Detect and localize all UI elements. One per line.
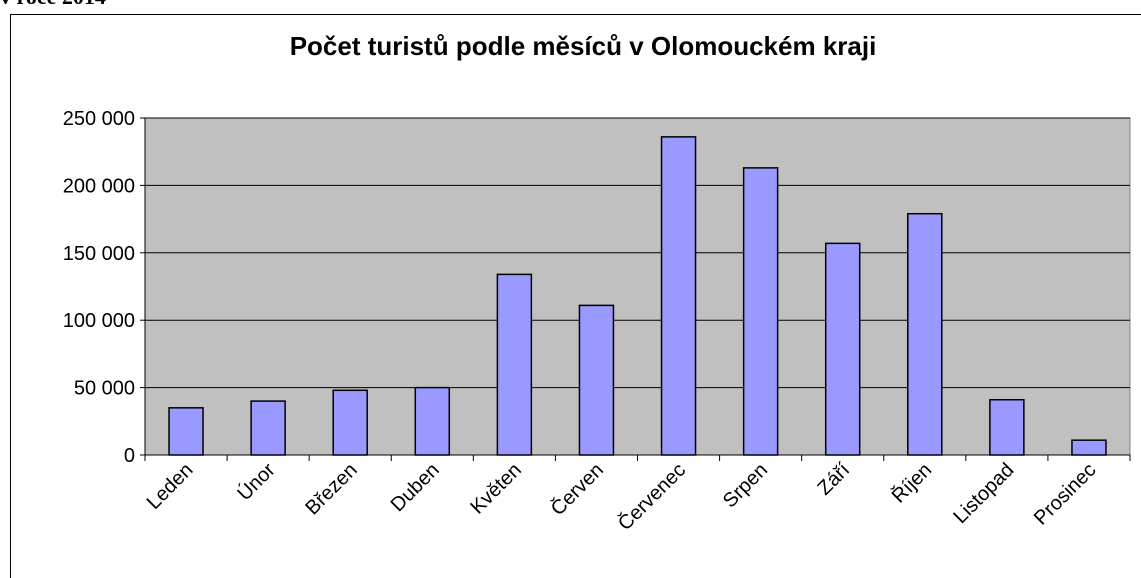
bar [168,407,204,456]
caption: v roce 2014 [0,0,106,9]
y-tick-label: 200 000 [63,175,135,197]
y-tick-label: 100 000 [63,310,135,332]
bar [824,242,861,456]
plot-area [144,117,1131,456]
y-tick-label: 150 000 [63,243,135,265]
bar [496,273,533,456]
bar [250,400,286,456]
chart-title: Počet turistů podle měsíců v Olomouckém … [290,31,877,61]
bar [332,389,368,456]
bar [660,136,697,456]
y-tick-label: 0 [124,445,135,467]
y-tick-label: 50 000 [74,378,135,400]
bar [989,398,1025,456]
bar [907,212,943,456]
bar [414,386,451,456]
bar [742,167,779,456]
y-tick-label: 250 000 [63,108,135,130]
bar [578,304,615,456]
bar [1071,439,1107,456]
